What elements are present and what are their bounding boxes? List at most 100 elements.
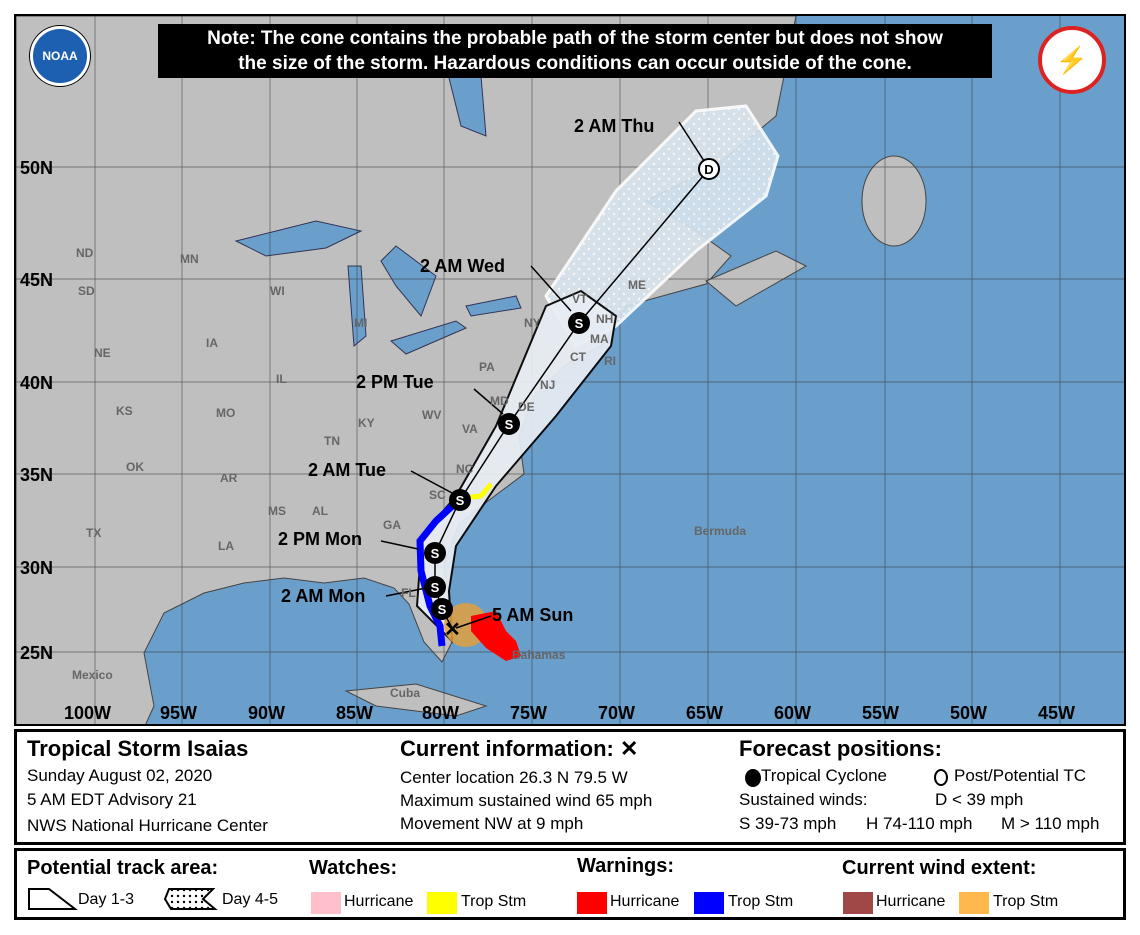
place-label: Bermuda — [694, 524, 747, 538]
label-2pm-tue: 2 PM Tue — [356, 372, 434, 392]
h-range: H 74-110 mph — [866, 814, 973, 833]
forecast-point-marker — [449, 489, 471, 511]
place-label: KY — [358, 416, 375, 430]
land-nova-scotia — [705, 250, 808, 307]
label-leader-line — [385, 587, 427, 597]
lon-label: 85W — [336, 703, 374, 723]
hurricane-wind-swatch — [843, 892, 873, 914]
place-label: NC — [456, 462, 474, 476]
day45-label: Day 4-5 — [222, 891, 279, 908]
label-leader-line — [380, 540, 419, 550]
place-label: LA — [218, 539, 234, 553]
tc-label: Tropical Cyclone — [761, 766, 887, 785]
lake-ontario — [465, 295, 522, 317]
m-range: M > 110 mph — [1001, 814, 1100, 833]
place-label: DE — [518, 400, 535, 414]
place-label: Mexico — [72, 668, 113, 682]
lat-label: 50N — [20, 158, 54, 178]
forecast-map: ✕ S S S S S S D Note: The cone contains … — [14, 14, 1126, 726]
lon-label: 90W — [248, 703, 286, 723]
ts-wind-label: Trop Stm — [993, 893, 1059, 910]
lat-label: 35N — [20, 465, 54, 485]
note-line: Note: The cone contains the probable pat… — [207, 28, 943, 49]
info-panel: Tropical Storm Isaias Sunday August 02, … — [14, 729, 1126, 845]
map-graphics: ✕ S S S S S S D — [16, 16, 1124, 724]
place-label: MS — [268, 504, 286, 518]
place-label: WV — [422, 408, 442, 422]
ts-watch-label: Trop Stm — [461, 893, 527, 910]
place-label: NJ — [540, 378, 556, 392]
forecast-point-letter: S — [438, 602, 447, 617]
noaa-logo: NOAA — [30, 26, 90, 86]
forecast-point-marker — [424, 576, 446, 598]
lat-label: 25N — [20, 643, 54, 663]
lat-label: 45N — [20, 270, 54, 290]
great-lakes — [234, 65, 522, 355]
forecast-point-letter: S — [431, 546, 440, 561]
forecast-point-marker — [424, 542, 446, 564]
ptc-label: Post/Potential TC — [954, 766, 1086, 785]
hurricane-watch-label: Hurricane — [344, 893, 414, 910]
forecast-point-marker — [498, 413, 520, 435]
nws-logo: ⚡ — [1038, 26, 1106, 94]
track-title: Potential track area: — [27, 857, 219, 879]
forecast-point-letter: S — [505, 417, 514, 432]
lon-label: 95W — [160, 703, 198, 723]
center-location: Center location 26.3 N 79.5 W — [400, 768, 628, 787]
lon-label: 60W — [774, 703, 812, 723]
forecast-title: Forecast positions: — [739, 736, 942, 761]
place-label: TN — [324, 434, 340, 448]
hurricane-warning-bahamas — [471, 611, 521, 661]
date: Sunday August 02, 2020 — [27, 766, 213, 785]
ts-warning-florida — [416, 495, 464, 647]
place-label: WI — [270, 284, 285, 298]
place-label: MA — [590, 332, 609, 346]
place-label: PA — [479, 360, 495, 374]
label-5am-sun: 5 AM Sun — [492, 605, 574, 625]
label-leader-line — [473, 388, 504, 415]
place-label: NY — [524, 316, 541, 330]
forecast-point-letter: S — [575, 316, 584, 331]
label-2am-mon: 2 AM Mon — [281, 586, 366, 606]
hurricane-watch-swatch — [311, 892, 341, 914]
lon-label: 75W — [510, 703, 548, 723]
cone-day-1-3 — [415, 289, 618, 644]
lat-label: 40N — [20, 373, 54, 393]
place-label: OK — [126, 460, 144, 474]
place-label: AR — [220, 471, 238, 485]
forecast-points: S S S S S S D — [424, 158, 720, 620]
note-line: the size of the storm. Hazardous conditi… — [238, 53, 912, 74]
lon-label: 50W — [950, 703, 988, 723]
lon-label: 100W — [64, 703, 112, 723]
label-2pm-mon: 2 PM Mon — [278, 529, 362, 549]
forecast-point-letter: S — [456, 493, 465, 508]
place-label: MI — [354, 316, 368, 330]
filled-circle-icon — [745, 769, 761, 787]
place-label: ND — [76, 246, 94, 260]
open-circle-icon — [934, 769, 948, 786]
label-leader-line — [410, 470, 455, 495]
day45-cone-icon — [163, 888, 218, 910]
place-label: CT — [570, 350, 586, 364]
place-label: RI — [604, 354, 616, 368]
lon-label: 55W — [862, 703, 900, 723]
lat-label: 30N — [20, 558, 54, 578]
place-label: SC — [429, 488, 446, 502]
d-range: D < 39 mph — [935, 790, 1024, 809]
lon-label: 70W — [598, 703, 636, 723]
lake-superior — [234, 220, 363, 257]
max-wind: Maximum sustained wind 65 mph — [400, 791, 653, 810]
forecast-point-marker — [431, 598, 453, 620]
issuer: NWS National Hurricane Center — [27, 816, 268, 835]
day13-label: Day 1-3 — [78, 891, 135, 908]
warnings-title: Warnings: — [577, 855, 675, 877]
place-label: Cuba — [390, 686, 420, 700]
sustained-label: Sustained winds: — [739, 790, 868, 809]
advisory: 5 AM EDT Advisory 21 — [27, 790, 197, 809]
cone-note: Note: The cone contains the probable pat… — [158, 24, 992, 78]
place-label: VT — [572, 292, 588, 306]
place-label: NE — [94, 346, 111, 360]
current-info-title: Current information: ✕ — [400, 736, 639, 761]
lake-huron — [380, 245, 437, 317]
forecast-point-letter: D — [704, 162, 713, 177]
